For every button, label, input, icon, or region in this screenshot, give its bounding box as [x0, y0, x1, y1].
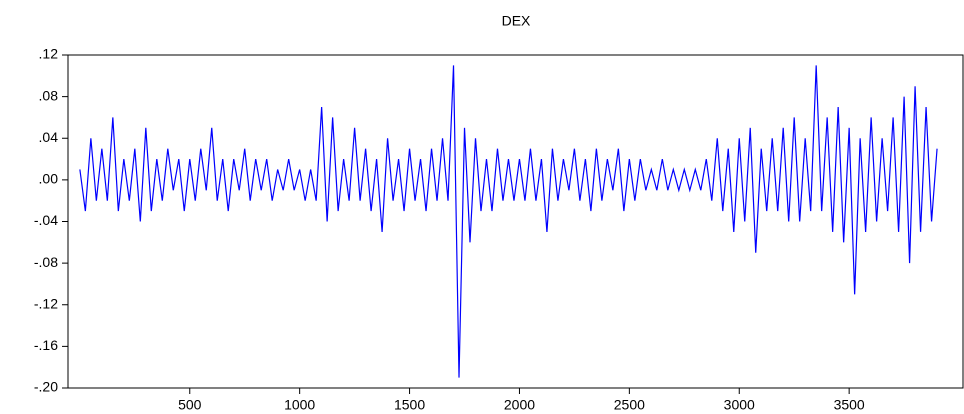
- y-tick-label: -.16: [34, 337, 58, 353]
- y-tick-label: -.20: [34, 379, 58, 395]
- x-tick-label: 3500: [834, 397, 865, 413]
- y-tick-label: .04: [39, 129, 59, 145]
- data-line: [79, 65, 938, 378]
- y-tick-label: -.08: [34, 254, 58, 270]
- y-tick-label: .12: [39, 46, 59, 62]
- x-tick-label: 2500: [614, 397, 645, 413]
- y-tick-label: .00: [39, 171, 59, 187]
- x-tick-label: 1000: [284, 397, 315, 413]
- plot-frame: [67, 54, 964, 389]
- y-tick-label: -.12: [34, 295, 58, 311]
- x-tick-label: 1500: [394, 397, 425, 413]
- x-tick-label: 3000: [724, 397, 755, 413]
- y-tick-label: .08: [39, 87, 59, 103]
- chart-title: DEX: [502, 13, 531, 29]
- x-tick-label: 2000: [504, 397, 535, 413]
- x-tick-label: 500: [178, 397, 202, 413]
- y-tick-label: -.04: [34, 212, 58, 228]
